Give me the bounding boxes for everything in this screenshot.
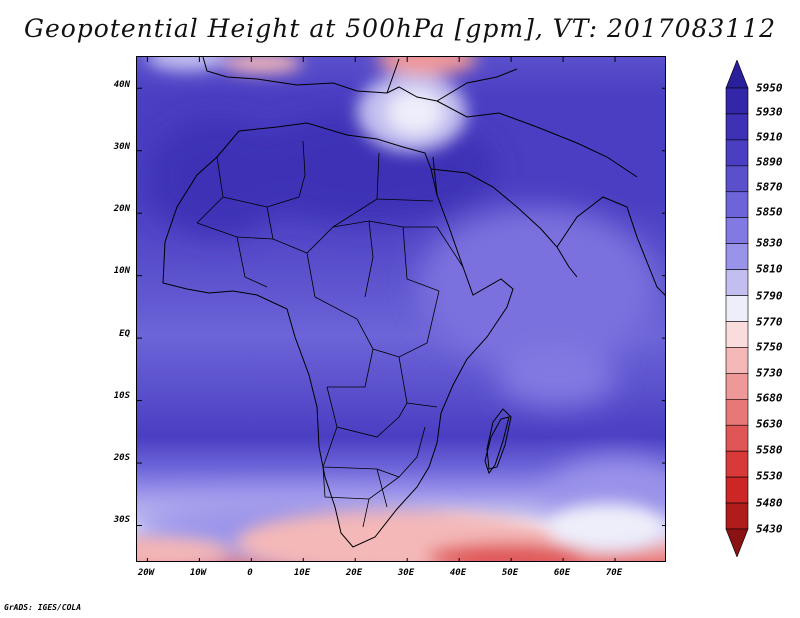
colorbar-segment [725,502,749,530]
country-borders [196,140,464,528]
colorbar-segment [725,347,749,374]
colorbar-label-5930: 5930 [756,105,783,119]
lon-label-60e: 60E [553,568,571,578]
colorbar-label-5580: 5580 [756,443,783,457]
lon-label-20w: 20W [137,568,155,578]
colorbar-label-5790: 5790 [756,289,783,303]
lon-label-0: 0 [247,568,253,578]
lat-label-30s: 30S [113,515,130,525]
lat-label-20s: 20S [113,453,130,463]
colorbar-segment [725,295,749,322]
credit-text: GrADS: IGES/COLA [4,603,82,612]
colorbar-label-5730: 5730 [756,366,783,380]
colorbar-segment [725,373,749,400]
colorbar-label-5890: 5890 [756,155,783,169]
colorbar-segment [725,243,749,270]
colorbar-segment [725,424,749,452]
map-panel [136,56,666,562]
colorbar-triangle-bottom [725,528,749,557]
height-field [137,57,665,561]
colorbar-segment [725,165,749,193]
colorbar [725,60,749,557]
lon-label-40e: 40E [449,568,467,578]
lat-label-10n: 10N [113,266,130,276]
colorbar-label-5810: 5810 [756,262,783,276]
lat-label-20n: 20N [113,204,130,214]
colorbar-segment [725,269,749,296]
colorbar-label-5950: 5950 [756,81,783,95]
colorbar-segment [725,87,749,115]
colorbar-segment [725,191,749,219]
colorbar-segment [725,476,749,504]
lat-label-10s: 10S [113,391,130,401]
colorbar-segment [725,398,749,426]
colorbar-segment [725,139,749,167]
madagascar [484,416,510,475]
colorbar-label-5680: 5680 [756,391,783,405]
grid-ticks [137,57,665,561]
lon-label-10e: 10E [293,568,311,578]
colorbar-label-5480: 5480 [756,496,783,510]
colorbar-label-5830: 5830 [756,236,783,250]
colorbar-segment [725,321,749,348]
lon-label-50e: 50E [501,568,519,578]
colorbar-segments [725,60,749,557]
colorbar-label-5430: 5430 [756,522,783,536]
lon-label-70e: 70E [605,568,623,578]
colorbar-label-5770: 5770 [756,315,783,329]
map-canvas [137,57,665,561]
lat-label-40n: 40N [113,80,130,90]
colorbar-label-5750: 5750 [756,340,783,354]
colorbar-segment [725,217,749,244]
colorbar-segment [725,113,749,141]
lat-label-eq: EQ [119,329,130,339]
colorbar-segment [725,450,749,478]
colorbar-label-5630: 5630 [756,417,783,431]
lat-label-30n: 30N [113,142,130,152]
map-title: Geopotential Height at 500hPa [gpm], VT:… [23,14,777,43]
colorbar-label-5910: 5910 [756,130,783,144]
colorbar-label-5530: 5530 [756,469,783,483]
colorbar-label-5870: 5870 [756,180,783,194]
lon-label-30e: 30E [397,568,415,578]
lon-label-20e: 20E [345,568,363,578]
colorbar-label-5850: 5850 [756,205,783,219]
lon-label-10w: 10W [189,568,207,578]
colorbar-triangle-top [725,60,749,89]
